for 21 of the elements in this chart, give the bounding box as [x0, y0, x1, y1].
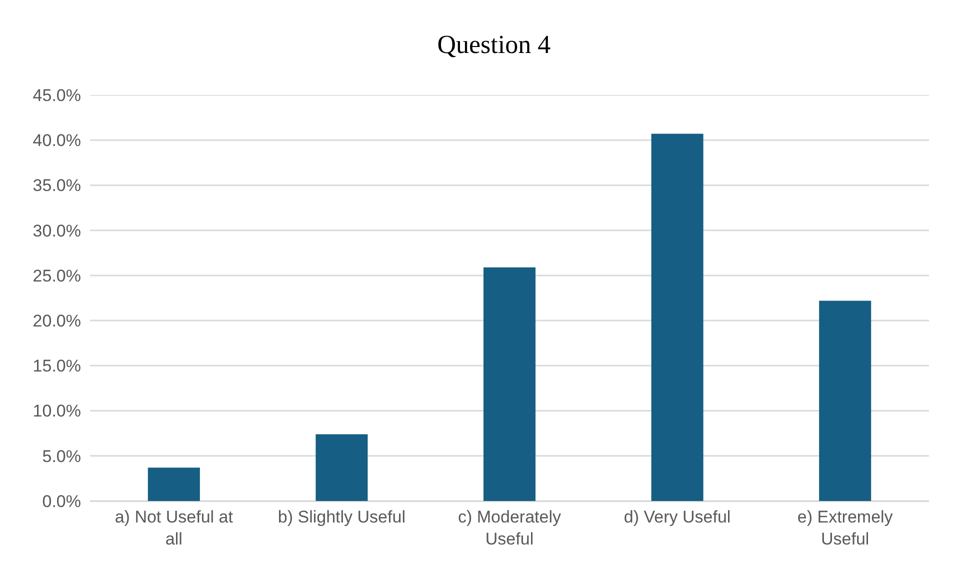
y-tick-label: 10.0% — [32, 402, 81, 421]
y-tick-label: 0.0% — [42, 492, 81, 511]
y-tick-label: 30.0% — [32, 221, 81, 240]
y-tick-label: 5.0% — [42, 446, 81, 466]
chart-title: Question 4 — [437, 30, 551, 60]
y-tick-label: 45.0% — [32, 86, 81, 105]
x-tick-label: d) Very Useful — [624, 507, 731, 526]
x-tick-label: a) Not Useful at all — [114, 507, 234, 548]
y-tick-label: 25.0% — [32, 266, 81, 286]
x-tick-label: e) Extremely Useful — [797, 507, 894, 548]
bar — [651, 134, 704, 501]
y-tick-label: 35.0% — [32, 176, 81, 196]
y-tick-label: 40.0% — [32, 131, 81, 150]
bar — [148, 468, 200, 501]
y-tick-label: 20.0% — [32, 312, 81, 331]
x-tick-label: c) Moderately Useful — [458, 507, 562, 548]
x-tick-label: b) Slightly Useful — [278, 507, 406, 526]
bar — [483, 267, 536, 501]
bar — [316, 434, 368, 501]
bar — [819, 300, 872, 501]
y-tick-label: 15.0% — [32, 356, 81, 376]
